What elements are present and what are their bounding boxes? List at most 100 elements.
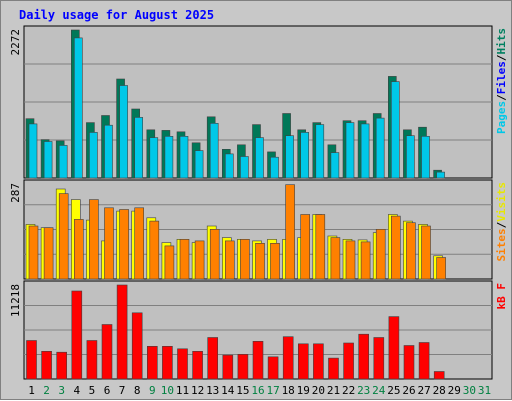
bar-kb-f-day-7: [116, 284, 128, 380]
bar-kb-f-day-19: [297, 343, 309, 380]
bar-pages-day-23: [360, 123, 370, 179]
day-label-11: 11: [176, 384, 189, 397]
legend-entry: Sites: [495, 228, 508, 261]
bar-sites-day-9: [149, 220, 160, 280]
bar-kb-f-day-8: [131, 312, 143, 380]
day-label-19: 19: [297, 384, 310, 397]
bar-kb-f-day-13: [207, 337, 218, 380]
bar-sites-day-17: [270, 243, 280, 280]
bar-pages-day-9: [149, 137, 159, 179]
bar-pages-day-18: [285, 135, 294, 179]
bar-sites-day-21: [330, 237, 341, 280]
bar-kb-f-day-6: [101, 324, 113, 380]
day-label-30: 30: [463, 384, 476, 397]
bar-sites-day-2: [43, 227, 54, 280]
bar-pages-day-25: [390, 81, 400, 179]
bar-kb-f-day-21: [328, 357, 339, 380]
bar-sites-day-7: [119, 209, 129, 280]
legend-sites-visits: Sites/Visits: [495, 182, 508, 262]
day-label-25: 25: [387, 384, 400, 397]
bar-pages-day-6: [104, 124, 113, 179]
bar-kb-f-day-5: [86, 340, 98, 380]
day-label-31: 31: [478, 384, 491, 397]
legend-entry: Hits: [495, 28, 508, 55]
bar-kb-f-day-25: [388, 316, 400, 380]
bar-sites-day-16: [255, 243, 265, 280]
legend-entry: /: [495, 221, 508, 228]
legend-entry: /: [495, 54, 508, 61]
bar-pages-day-27: [421, 136, 430, 179]
bar-kb-f-day-18: [282, 336, 294, 380]
bar-pages-day-17: [270, 156, 279, 179]
legend-entry: Pages: [495, 101, 508, 134]
bar-kb-f-day-15: [237, 353, 249, 380]
day-label-7: 7: [119, 384, 126, 397]
bar-sites-day-14: [225, 240, 235, 280]
legend-pages-files-hits: Pages/Files/Hits: [495, 28, 508, 134]
day-label-26: 26: [402, 384, 415, 397]
legend-kbytes: kB F: [495, 283, 508, 310]
bar-pages-day-13: [209, 123, 219, 179]
bar-kb-f-day-4: [71, 290, 83, 380]
bar-pages-day-28: [436, 171, 445, 179]
bar-kb-f-day-24: [373, 337, 385, 380]
bar-sites-day-19: [300, 214, 311, 280]
day-label-8: 8: [134, 384, 141, 397]
bar-sites-day-25: [390, 215, 401, 280]
day-label-28: 28: [433, 384, 446, 397]
day-label-14: 14: [221, 384, 235, 397]
legend-entry: kB F: [495, 283, 508, 310]
y-max-label: 287: [9, 183, 22, 203]
bar-kb-f-day-11: [177, 348, 188, 380]
bar-kb-f-day-27: [418, 342, 430, 380]
day-label-24: 24: [372, 384, 386, 397]
bar-kb-f-day-23: [358, 333, 370, 380]
bar-sites-day-27: [421, 225, 431, 280]
bar-pages-day-22: [345, 122, 355, 179]
day-label-16: 16: [251, 384, 264, 397]
bar-kb-f-day-17: [267, 356, 279, 380]
bar-pages-day-10: [164, 136, 174, 179]
bar-pages-day-1: [28, 123, 38, 179]
bar-pages-day-4: [74, 37, 83, 179]
bar-kb-f-day-20: [313, 343, 324, 380]
day-label-17: 17: [266, 384, 279, 397]
bar-pages-day-15: [240, 156, 249, 179]
bar-pages-day-8: [134, 117, 143, 179]
y-max-label: 11218: [9, 284, 22, 317]
bar-sites-day-20: [315, 214, 326, 280]
y-max-label: 2272: [9, 29, 22, 56]
bar-pages-day-12: [194, 150, 204, 179]
bar-sites-day-5: [89, 199, 99, 280]
bar-kb-f-day-2: [41, 350, 52, 380]
day-label-12: 12: [191, 384, 204, 397]
bar-pages-day-19: [300, 132, 310, 179]
day-label-5: 5: [89, 384, 96, 397]
bar-sites-day-23: [360, 241, 371, 280]
bar-kb-f-day-26: [403, 345, 415, 380]
bar-pages-day-26: [406, 135, 415, 179]
bar-kb-f-day-28: [433, 371, 445, 380]
day-label-13: 13: [206, 384, 219, 397]
day-label-4: 4: [73, 384, 80, 397]
bar-pages-day-16: [255, 137, 264, 179]
day-label-3: 3: [58, 384, 65, 397]
legend-entry: Files: [495, 61, 508, 94]
bar-pages-day-14: [225, 153, 234, 179]
bar-pages-day-3: [58, 145, 68, 179]
bar-kb-f-day-3: [56, 351, 68, 380]
bar-pages-day-2: [43, 141, 53, 179]
bar-sites-day-4: [74, 219, 84, 280]
bar-kb-f-day-12: [192, 350, 203, 380]
bar-kb-f-day-14: [222, 354, 234, 380]
bar-sites-day-12: [194, 240, 205, 280]
bar-pages-day-20: [315, 124, 325, 179]
day-label-2: 2: [43, 384, 50, 397]
bar-kb-f-day-1: [26, 340, 37, 380]
bar-sites-day-22: [345, 240, 356, 280]
bar-sites-day-13: [209, 229, 220, 280]
bar-sites-day-11: [179, 239, 190, 280]
bar-pages-day-11: [179, 136, 189, 179]
chart-title: Daily usage for August 2025: [19, 8, 215, 22]
